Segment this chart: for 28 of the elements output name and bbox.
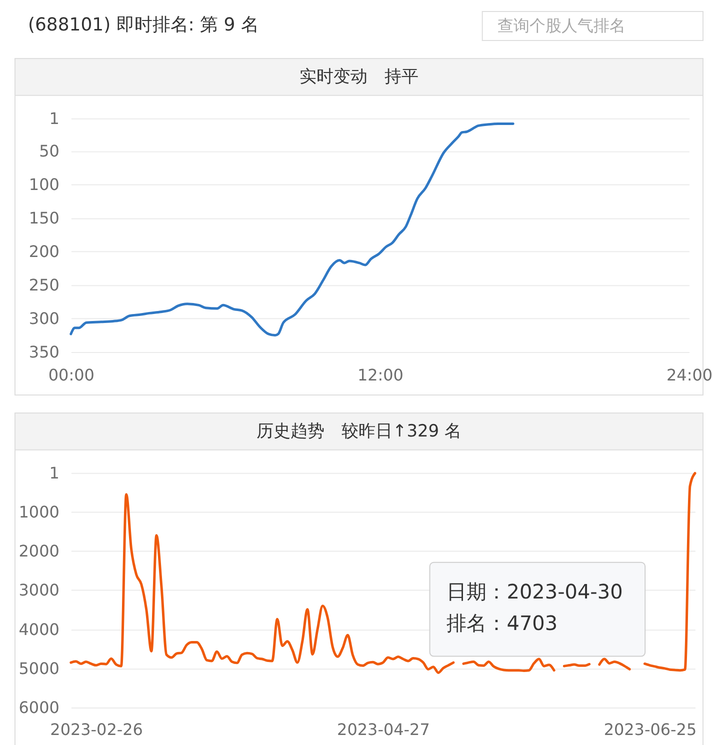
y-tick-label: 50 bbox=[39, 142, 60, 161]
y-tick-label: 300 bbox=[28, 309, 60, 328]
x-tick-label: 2023-06-25 bbox=[604, 720, 697, 739]
y-tick-label: 1000 bbox=[18, 502, 60, 522]
y-tick-label: 5000 bbox=[18, 658, 60, 678]
y-tick-label: 1 bbox=[49, 463, 60, 482]
y-tick-label: 100 bbox=[28, 175, 60, 194]
y-tick-label: 1 bbox=[49, 108, 60, 128]
y-tick-label: 150 bbox=[28, 208, 60, 228]
x-tick-label: 2023-02-26 bbox=[50, 720, 143, 739]
annotation: 日期：2023-04-30 bbox=[446, 580, 623, 604]
annotation: 排名：4703 bbox=[446, 610, 558, 635]
y-tick-label: 6000 bbox=[18, 698, 60, 718]
x-tick-label: 24:00 bbox=[666, 365, 713, 384]
x-tick-label: 00:00 bbox=[48, 365, 94, 384]
chart-title: 历史趋势 较昨日↑329 名 bbox=[256, 421, 462, 442]
y-tick-label: 4000 bbox=[18, 620, 60, 639]
text: (688101) 即时排名: 第 9 名 bbox=[28, 14, 259, 36]
y-tick-label: 200 bbox=[28, 242, 60, 262]
y-tick-label: 2000 bbox=[18, 542, 60, 561]
x-tick-label: 12:00 bbox=[357, 365, 404, 384]
y-tick-label: 250 bbox=[28, 276, 60, 295]
line-series bbox=[70, 122, 514, 337]
x-tick-label: 2023-04-27 bbox=[337, 720, 430, 739]
y-tick-label: 3000 bbox=[18, 580, 60, 600]
y-tick-label: 350 bbox=[28, 342, 60, 362]
chart-title: 实时变动 持平 bbox=[299, 66, 418, 87]
text: 查询个股人气排名 bbox=[497, 16, 626, 35]
